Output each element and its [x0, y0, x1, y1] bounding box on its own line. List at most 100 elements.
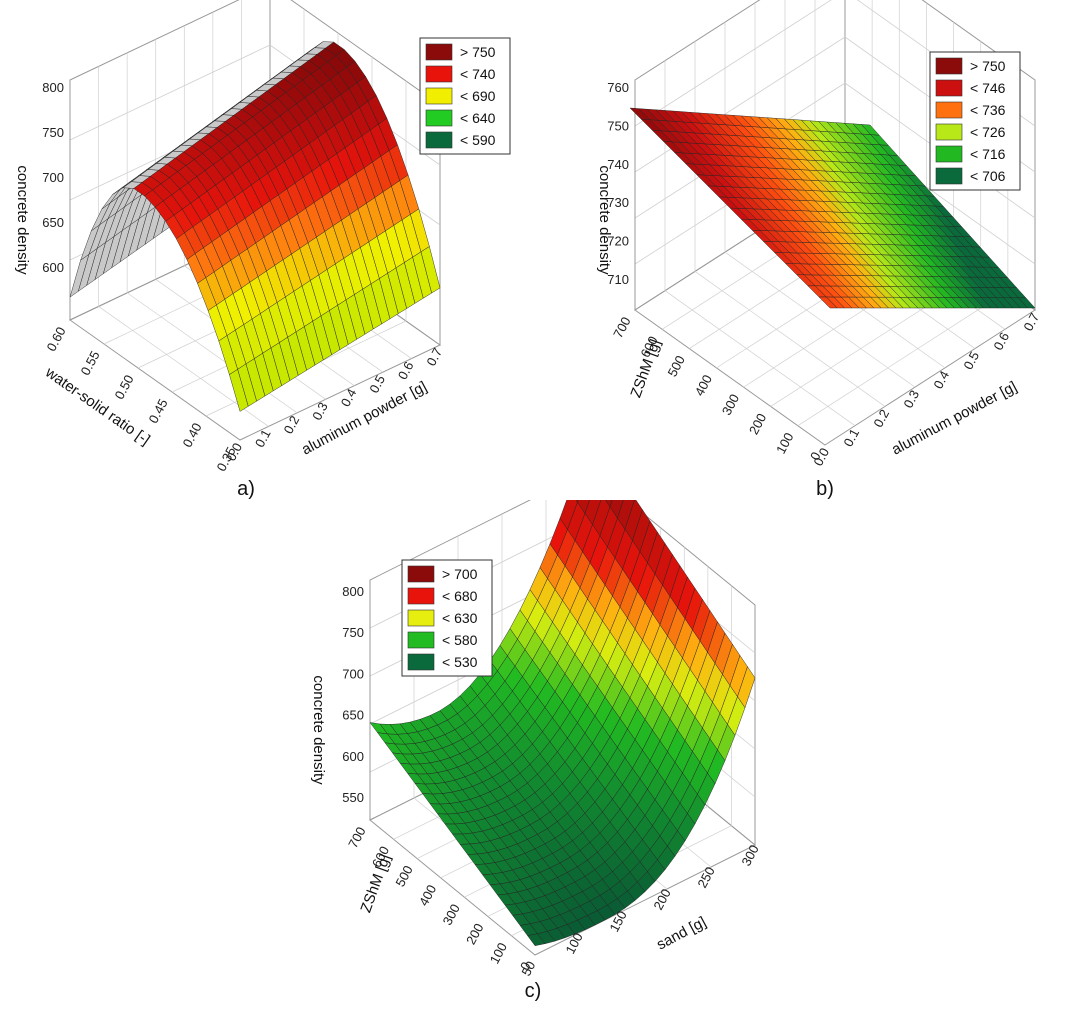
legend-label: < 726	[970, 124, 1006, 140]
legend-swatch	[407, 653, 435, 671]
legend-label: < 746	[970, 80, 1006, 96]
z-tick-label: 750	[607, 118, 629, 133]
legend-swatch	[425, 131, 453, 149]
legend-label: > 750	[460, 44, 496, 60]
legend-label: < 690	[460, 88, 496, 104]
surface-plot-a: 0.00.10.20.30.40.50.60.70.350.400.450.50…	[14, 0, 511, 500]
gridline-x	[664, 290, 856, 426]
legend-swatch	[935, 101, 963, 119]
x-tick-label: 0.7	[1020, 310, 1042, 333]
z-tick-label: 600	[42, 260, 64, 275]
z-tick-label: 740	[607, 157, 629, 172]
z-axis-label: concrete density	[310, 675, 327, 785]
panel-caption: c)	[525, 980, 542, 1002]
y-tick-label: 400	[416, 882, 439, 908]
legend-label: < 680	[442, 588, 478, 604]
legend-swatch	[935, 79, 963, 97]
y-tick-label: 0.45	[146, 396, 171, 425]
z-axis-label: concrete density	[596, 165, 613, 275]
legend-swatch	[407, 631, 435, 649]
y-tick-label: 0.55	[78, 348, 103, 377]
legend-swatch	[407, 565, 435, 583]
y-tick-label: 200	[463, 921, 486, 947]
x-tick-label: 0.4	[338, 386, 360, 409]
legend-label: < 706	[970, 168, 1006, 184]
z-tick-label: 650	[42, 215, 64, 230]
surface-cell	[860, 124, 880, 136]
surface-plot-b: 0.00.10.20.30.40.50.60.70100200300400500…	[596, 0, 1042, 500]
y-tick-label: 0.50	[112, 372, 137, 401]
y-tick-label: 300	[440, 902, 463, 928]
x-tick-label: 250	[694, 864, 717, 890]
y-axis-label: water-solid ratio [-]	[41, 363, 153, 448]
legend-swatch	[935, 145, 963, 163]
surface-cell	[420, 246, 441, 294]
surface-plot-c: 5010015020025030001002003004005006007005…	[310, 430, 762, 1002]
z-tick-label: 800	[42, 80, 64, 95]
x-tick-label: 300	[738, 842, 761, 868]
legend-label: > 750	[970, 58, 1006, 74]
legend-label: < 640	[460, 110, 496, 126]
gridline-z	[634, 36, 846, 173]
y-tick-label: 400	[692, 372, 715, 398]
gridline-z	[69, 44, 271, 141]
panel-caption: a)	[237, 478, 255, 500]
z-tick-label: 750	[342, 625, 364, 640]
y-tick-label: 100	[487, 940, 510, 966]
gridline-z	[634, 0, 832, 127]
x-tick-label: 0.6	[395, 359, 417, 382]
legend-swatch	[425, 43, 453, 61]
y-tick-label: 500	[665, 353, 688, 379]
z-tick-label: 550	[342, 790, 364, 805]
x-tick-label: 0.7	[423, 345, 445, 368]
legend-box	[929, 51, 1021, 191]
y-tick-label: 300	[719, 392, 742, 418]
legend-label: < 580	[442, 632, 478, 648]
x-tick-label: 0.0	[223, 440, 245, 463]
y-tick-label: 0.40	[180, 420, 205, 449]
z-tick-label: 600	[342, 749, 364, 764]
z-axis-label: concrete density	[14, 165, 31, 275]
legend-label: < 630	[442, 610, 478, 626]
chart-panel-c: 50 100 150 200 250 300 0 100 200 300 400 500 600 700 5…	[260, 430, 820, 1012]
legend-swatch	[935, 57, 963, 75]
legend-swatch	[407, 609, 435, 627]
y-tick-label: 700	[345, 824, 368, 850]
x-tick-label: 0.0	[810, 445, 832, 468]
gridline-x	[694, 271, 886, 407]
x-tick-label: 0.5	[366, 373, 388, 396]
legend-label: < 530	[442, 654, 478, 670]
z-tick-label: 700	[342, 666, 364, 681]
x-tick-label: 0.2	[281, 413, 303, 436]
gridline-x	[724, 251, 916, 388]
z-tick-label: 720	[607, 234, 629, 249]
legend-label: < 716	[970, 146, 1006, 162]
legend-label: < 736	[970, 102, 1006, 118]
x-axis-label: sand [g]	[654, 913, 709, 953]
legend-swatch	[935, 123, 963, 141]
x-tick-label: 0.1	[252, 427, 274, 450]
x-tick-label: 0.1	[840, 426, 862, 449]
y-tick-label: 100	[773, 430, 796, 456]
legend-label: < 740	[460, 66, 496, 82]
z-tick-label: 710	[607, 272, 629, 287]
y-axis-label: ZShM [g]	[627, 337, 664, 400]
z-tick-label: 730	[607, 195, 629, 210]
chart-panel-a: 0.0 0.1 0.2 0.3 0.4 0.5 0.6 0.7 0.35 0.40 0.45 0.50…	[0, 0, 540, 510]
z-tick-label: 700	[42, 170, 64, 185]
legend-swatch	[425, 65, 453, 83]
legend-swatch	[935, 167, 963, 185]
chart-panel-b: 0.0 0.1 0.2 0.3 0.4 0.5 0.6 0.7 0 100 200 300 400 500…	[540, 0, 1065, 510]
y-tick-label: 700	[610, 314, 633, 340]
legend-swatch	[425, 87, 453, 105]
legend-swatch	[425, 109, 453, 127]
z-tick-label: 750	[42, 125, 64, 140]
y-tick-label: 500	[392, 863, 415, 889]
x-tick-label: 50	[518, 959, 538, 979]
legend-label: > 700	[442, 566, 478, 582]
z-tick-label: 650	[342, 708, 364, 723]
x-tick-label: 0.4	[930, 368, 952, 391]
x-tick-label: 0.3	[900, 388, 922, 411]
x-tick-label: 0.5	[960, 349, 982, 372]
z-tick-label: 760	[607, 80, 629, 95]
